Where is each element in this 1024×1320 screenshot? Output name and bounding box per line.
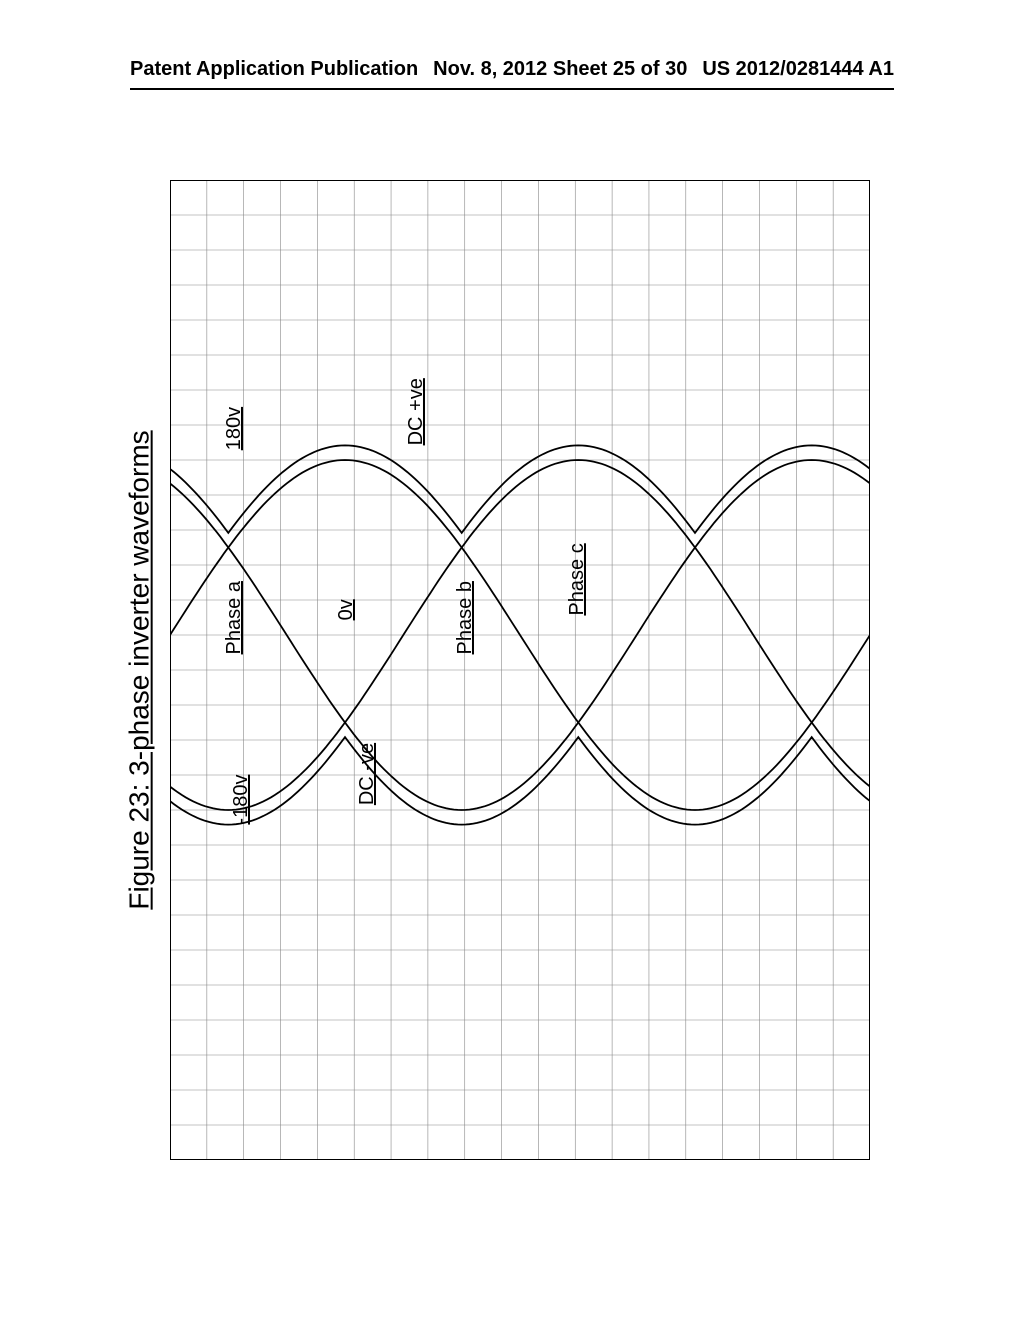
header-rule bbox=[130, 88, 894, 90]
label-0v: 0v bbox=[335, 599, 357, 620]
label-phase-b: Phase b bbox=[454, 581, 476, 654]
chart-title: Figure 23: 3-phase inverter waveforms bbox=[124, 430, 156, 909]
header-left: Patent Application Publication bbox=[130, 58, 418, 81]
label-neg180v: -180v bbox=[230, 775, 252, 825]
label-phase-c: Phase c bbox=[566, 543, 588, 615]
label-phase-a: Phase a bbox=[223, 580, 245, 654]
dc-pos-curve bbox=[170, 445, 870, 533]
label-dc-neg: DC -ve bbox=[356, 743, 378, 805]
label-180v: 180v bbox=[223, 407, 245, 450]
dc-neg-curve bbox=[170, 737, 870, 825]
header-center: Nov. 8, 2012 Sheet 25 of 30 bbox=[433, 58, 687, 81]
label-dc-pos: DC +ve bbox=[405, 378, 427, 445]
page-header: Patent Application Publication Nov. 8, 2… bbox=[0, 58, 1024, 81]
chart-title-wrap: Figure 23: 3-phase inverter waveforms bbox=[120, 180, 160, 1160]
header-right: US 2012/0281444 A1 bbox=[702, 58, 894, 81]
waveform-chart: 180v -180v 0v Phase a Phase b Phase c DC +ve DC… bbox=[170, 180, 870, 1160]
chart-container: Figure 23: 3-phase inverter waveforms 18… bbox=[170, 180, 870, 1160]
